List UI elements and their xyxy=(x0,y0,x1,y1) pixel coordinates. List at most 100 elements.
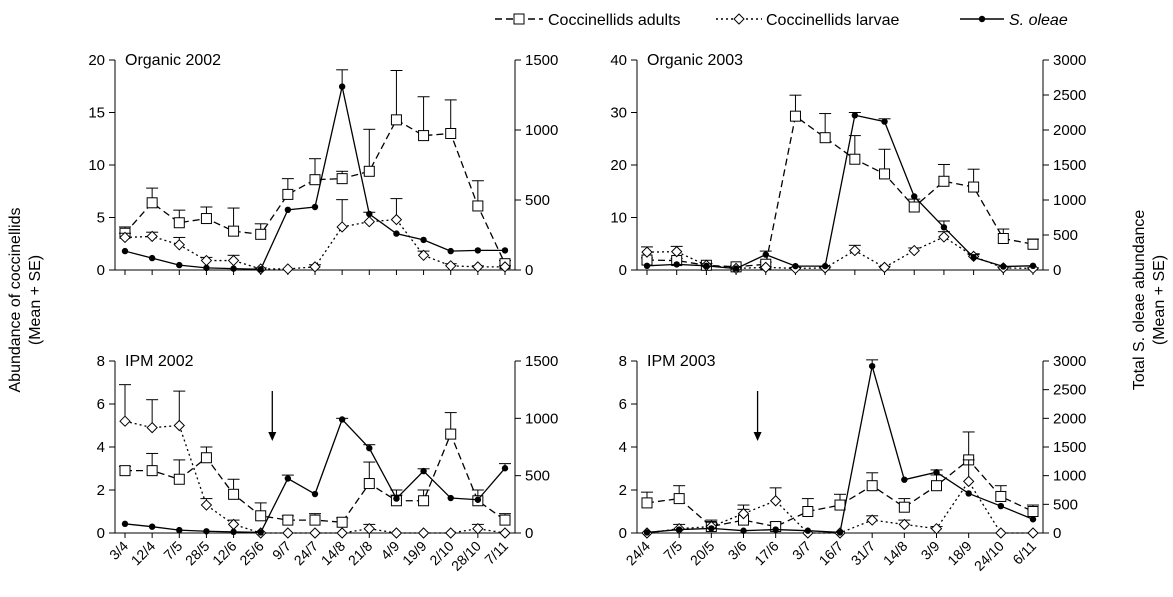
larvae-point xyxy=(472,261,484,273)
oleae-point xyxy=(804,527,812,534)
larvae-point xyxy=(173,239,185,251)
adults-point xyxy=(255,228,267,240)
adults-point xyxy=(908,201,920,213)
y-right-tick-label: 1000 xyxy=(1053,468,1086,485)
x-tick-label: 3/7 xyxy=(789,538,814,563)
legend-oleae-marker xyxy=(978,15,986,23)
adults-point xyxy=(445,128,457,139)
panel-2: Organic 2003 0 10 20 30 40 0 500 1000 1500 2000 250… xyxy=(610,52,1086,279)
larvae-point xyxy=(390,527,403,539)
oleae-point xyxy=(501,465,509,472)
x-tick-label: 19/9 xyxy=(399,538,430,569)
oleae-point xyxy=(762,251,769,258)
adults-point xyxy=(849,153,861,165)
oleae-point xyxy=(732,265,740,272)
larvae-point xyxy=(363,215,375,228)
series-line-oleae xyxy=(646,114,1034,270)
y-left-tick-label: 4 xyxy=(619,439,627,456)
legend-adults-marker xyxy=(513,13,525,25)
larvae-point xyxy=(173,419,185,432)
adults-point xyxy=(282,514,294,526)
adults-point xyxy=(445,428,457,440)
oleae-point xyxy=(868,362,876,370)
adults-point xyxy=(673,493,685,505)
series-adults xyxy=(119,412,511,528)
oleae-point xyxy=(420,236,427,244)
oleae-point xyxy=(121,520,129,528)
x-tick-label: 7/5 xyxy=(160,538,185,563)
oleae-point xyxy=(1000,263,1007,270)
adults-point xyxy=(968,181,980,193)
oleae-point xyxy=(901,476,908,483)
series-larvae xyxy=(641,231,1039,275)
x-tick-label: 12/4 xyxy=(128,538,159,569)
legend-adults-label: Coccinellids adults xyxy=(548,12,681,29)
adults-point xyxy=(309,174,321,186)
y-right-label: Total S. oleae abundance (Mean + SE) xyxy=(1131,210,1168,391)
oleae-point xyxy=(675,526,683,533)
x-tick-label: 24/7 xyxy=(291,538,322,569)
legend: Coccinellids adults Coccinellids larvae … xyxy=(495,12,1068,29)
x-tick-label: 3/4 xyxy=(106,538,131,563)
larvae-point xyxy=(119,231,131,244)
larvae-point xyxy=(336,527,348,539)
larvae-point xyxy=(849,244,861,257)
y-left-tick-label: 30 xyxy=(610,105,627,122)
y-right-tick-label: 0 xyxy=(1053,525,1061,542)
larvae-point xyxy=(282,527,294,539)
series-oleae xyxy=(121,416,511,536)
larvae-point xyxy=(760,261,772,274)
adults-point xyxy=(336,516,348,528)
larvae-point xyxy=(309,261,321,273)
y-right-tick-label: 1000 xyxy=(525,122,558,139)
series-adults xyxy=(119,70,511,270)
y-right-tick-label: 2000 xyxy=(1053,122,1086,139)
larvae-point xyxy=(417,527,430,539)
oleae-point xyxy=(148,254,156,262)
larvae-point xyxy=(499,261,511,273)
adults-point xyxy=(173,473,185,485)
oleae-point xyxy=(257,266,264,273)
treatment-arrow-head xyxy=(753,432,762,441)
adults-point xyxy=(995,490,1007,502)
y-left-tick-label: 15 xyxy=(88,105,105,122)
x-tick-label: 31/7 xyxy=(848,538,879,569)
adults-point xyxy=(879,168,891,180)
oleae-point xyxy=(474,496,482,503)
legend-oleae-label: S. oleae xyxy=(1009,12,1068,29)
larvae-point xyxy=(445,527,457,539)
series-oleae xyxy=(121,69,509,273)
y-right-tick-label: 2000 xyxy=(1053,410,1086,427)
oleae-point xyxy=(821,262,829,270)
adults-point xyxy=(834,499,846,511)
y-right-tick-label: 0 xyxy=(525,525,533,542)
adults-point xyxy=(146,465,158,477)
larvae-point xyxy=(908,244,920,257)
y-left-tick-label: 0 xyxy=(619,525,627,542)
larvae-point xyxy=(930,522,943,535)
y-left-tick-label: 40 xyxy=(610,52,627,69)
series-oleae xyxy=(643,359,1037,536)
oleae-point xyxy=(203,264,210,272)
y-left-tick-label: 8 xyxy=(97,353,105,370)
larvae-point xyxy=(1027,527,1039,539)
y-right-tick-label: 0 xyxy=(1053,262,1061,279)
y-right-tick-label: 500 xyxy=(1053,227,1078,244)
y-right-tick-label: 1000 xyxy=(525,410,558,427)
y-left-label: Abundance of coccinellids (Mean + SE) xyxy=(7,207,44,392)
x-tick-label: 4/9 xyxy=(377,538,402,563)
panel-title: IPM 2003 xyxy=(647,353,716,370)
oleae-point xyxy=(772,526,779,533)
oleae-point xyxy=(230,528,237,536)
y-left-tick-label: 8 xyxy=(619,353,627,370)
larvae-point xyxy=(309,527,321,539)
adults-point xyxy=(931,480,942,492)
oleae-point xyxy=(792,262,799,270)
y-right-tick-label: 3000 xyxy=(1053,52,1086,69)
adults-point xyxy=(173,217,185,229)
y-left-tick-label: 0 xyxy=(97,262,105,279)
x-tick-label: 6/11 xyxy=(1009,538,1039,568)
adults-point xyxy=(1027,506,1039,517)
